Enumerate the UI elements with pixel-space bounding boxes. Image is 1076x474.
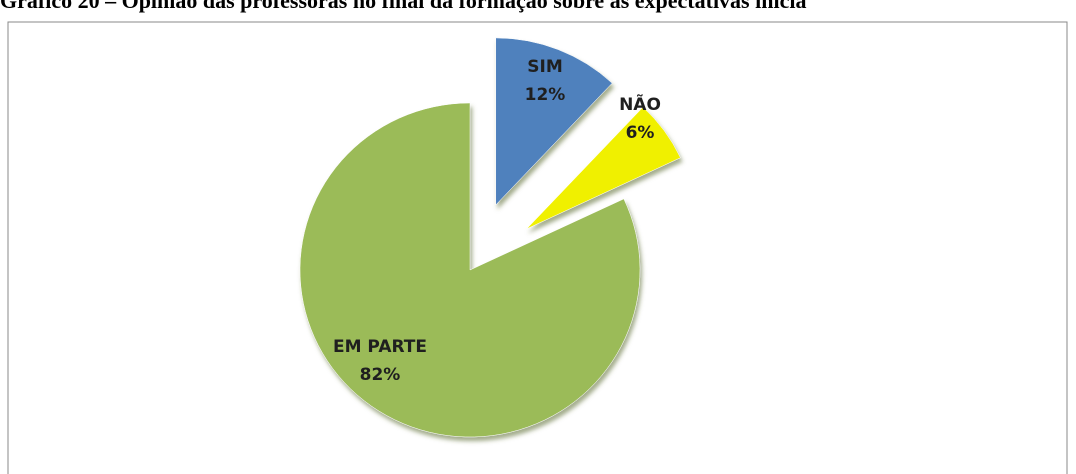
chart-title: Gráfico 20 – Opinião das professoras no …: [0, 0, 806, 13]
slice-value-label: 12%: [525, 85, 566, 105]
slice-category: NÃO: [619, 92, 661, 115]
pie-slice: [526, 106, 681, 230]
pie: [299, 37, 681, 438]
pie-slice: [495, 37, 613, 206]
slice-value-label: 6%: [626, 123, 655, 143]
slice-category: EM PARTE: [333, 337, 427, 357]
slice-category: SIM: [527, 57, 563, 77]
slice-value-label: 82%: [360, 365, 401, 385]
pie-slice: [299, 102, 641, 438]
